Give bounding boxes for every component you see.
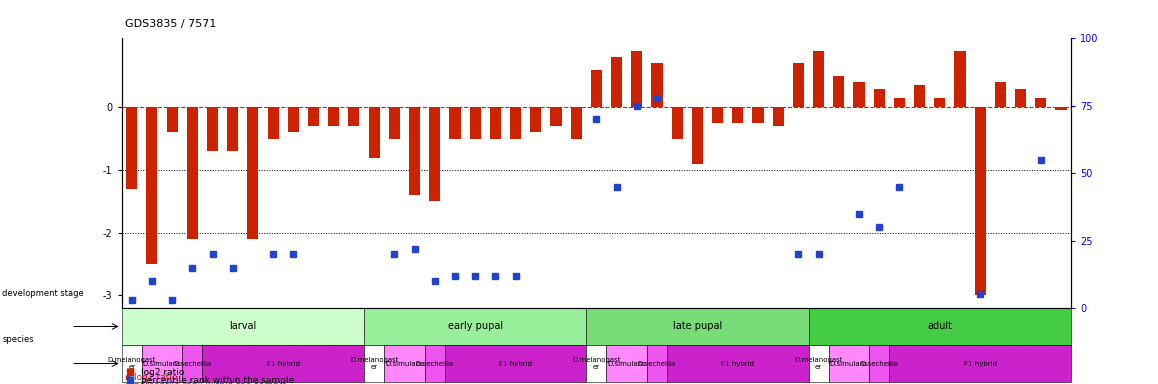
Bar [870,345,889,382]
Text: D.melanogast
er: D.melanogast er [350,357,398,370]
Bar [647,345,667,382]
Bar [449,108,461,139]
Bar [430,108,440,201]
Bar [732,108,743,123]
Bar [631,51,643,108]
Bar [384,345,425,382]
Bar [586,345,607,382]
Text: D.melanogast
er: D.melanogast er [572,357,621,370]
Bar [935,98,945,108]
Bar [813,51,824,108]
Bar [288,108,299,132]
Bar [914,85,925,108]
Bar [995,82,1006,108]
Bar [530,108,541,132]
Bar [364,345,384,382]
Bar [510,108,521,139]
Bar [586,308,808,345]
Bar [712,108,723,123]
Text: D.sechellia: D.sechellia [860,361,899,367]
Text: D.simulans: D.simulans [607,361,646,367]
Text: F1 hybrid: F1 hybrid [963,361,997,367]
Text: late pupal: late pupal [673,321,721,331]
Bar [691,108,703,164]
Bar [873,89,885,108]
Bar [571,108,581,139]
Text: D.simulans: D.simulans [142,361,182,367]
Bar [364,308,586,345]
Bar [793,63,804,108]
Bar [834,76,844,108]
Bar [182,345,203,382]
Bar [267,108,279,139]
Bar [389,108,400,139]
Text: D.melanogast
er: D.melanogast er [794,357,843,370]
Text: D.simulans: D.simulans [386,361,424,367]
Text: F1 hybrid: F1 hybrid [499,361,532,367]
Text: D.sechellia: D.sechellia [638,361,676,367]
Bar [490,108,501,139]
Text: species: species [2,335,34,344]
Bar [470,108,481,139]
Bar [591,70,602,108]
Bar [445,345,586,382]
Bar [409,108,420,195]
Text: ■: ■ [125,375,134,384]
Bar [126,108,138,189]
Text: log2 ratio: log2 ratio [141,368,184,377]
Bar [829,345,870,382]
Text: D.sechellia: D.sechellia [416,361,454,367]
Text: D.melanogast
er: D.melanogast er [108,357,156,370]
Bar [146,108,157,264]
Text: ▪ log2 ratio: ▪ log2 ratio [125,373,177,382]
Text: D.sechellia: D.sechellia [174,361,212,367]
Bar [141,345,182,382]
Bar [853,82,865,108]
Text: larval: larval [229,321,256,331]
Bar [186,108,198,239]
Bar [1016,89,1026,108]
Bar [1055,108,1067,111]
Bar [808,345,829,382]
Bar [753,108,763,123]
Bar [248,108,258,239]
Bar [227,108,239,151]
Bar [349,108,359,126]
Bar [889,345,1071,382]
Bar [808,308,1071,345]
Bar [122,308,364,345]
Text: F1 hybrid: F1 hybrid [721,361,754,367]
Bar [207,108,218,151]
Bar [328,108,339,126]
Bar [308,108,320,126]
Text: percentile rank within the sample: percentile rank within the sample [141,376,294,384]
Text: early pupal: early pupal [448,321,503,331]
Bar [425,345,445,382]
Bar [1035,98,1047,108]
Bar [550,108,562,126]
Bar [167,108,177,132]
Bar [122,345,141,382]
Bar [954,51,966,108]
Bar [611,57,622,108]
Bar [203,345,364,382]
Bar [652,63,662,108]
Bar [672,108,683,139]
Bar [975,108,985,295]
Text: GDS3835 / 7571: GDS3835 / 7571 [125,19,217,29]
Text: ▪ percentile rank within the sample: ▪ percentile rank within the sample [125,381,287,384]
Text: ■: ■ [125,367,134,377]
Text: adult: adult [928,321,952,331]
Bar [667,345,808,382]
Bar [772,108,784,126]
Bar [607,345,647,382]
Text: development stage: development stage [2,289,85,298]
Bar [894,98,906,108]
Bar [368,108,380,157]
Text: F1 hybrid: F1 hybrid [266,361,300,367]
Text: D.simulans: D.simulans [829,361,868,367]
